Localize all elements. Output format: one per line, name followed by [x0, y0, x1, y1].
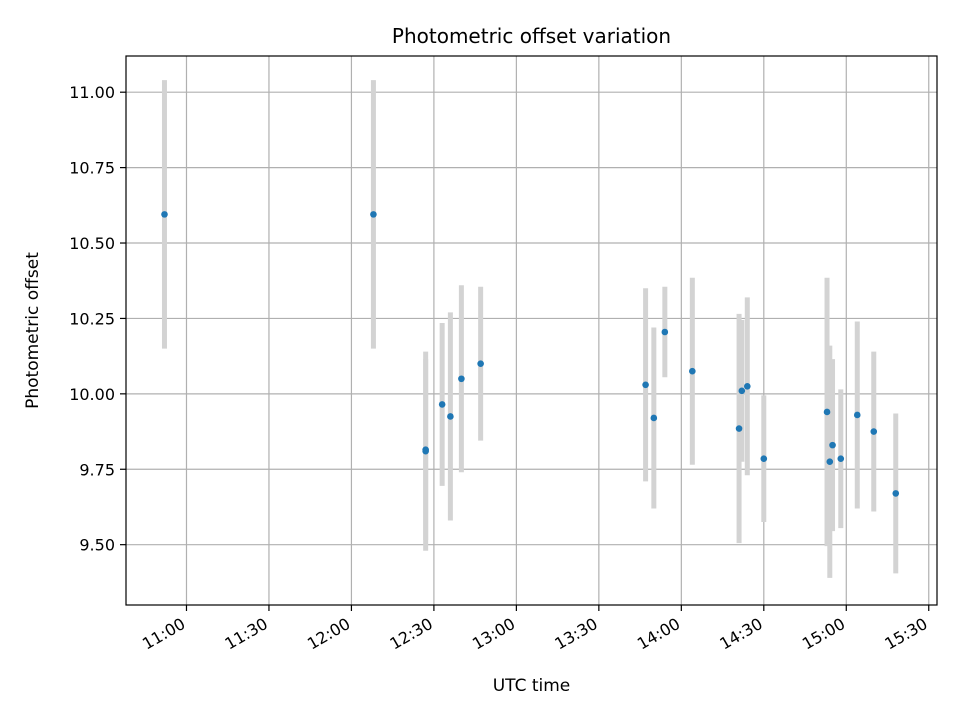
data-point	[477, 360, 484, 367]
data-point	[458, 375, 465, 383]
chart-title: Photometric offset variation	[392, 24, 671, 48]
data-point	[760, 455, 768, 463]
y-axis-title: Photometric offset	[23, 252, 43, 409]
y-tick-label: 10.00	[69, 385, 115, 404]
data-point	[447, 413, 454, 420]
data-point	[689, 367, 696, 375]
data-point	[422, 447, 429, 455]
data-point	[892, 490, 900, 497]
x-axis-title: UTC time	[493, 676, 571, 696]
data-point	[735, 425, 743, 432]
y-tick-label: 10.75	[69, 159, 115, 178]
data-point	[829, 441, 836, 449]
grid-layer	[126, 56, 937, 605]
y-tick-label: 10.50	[69, 234, 115, 253]
data-point	[826, 458, 834, 466]
data-point	[438, 401, 446, 408]
point-layer	[161, 211, 900, 497]
y-tick-label: 11.00	[69, 83, 115, 102]
data-point	[853, 411, 861, 419]
data-point	[823, 408, 831, 416]
plot-frame	[125, 55, 938, 606]
y-tick-label: 10.25	[69, 309, 115, 328]
data-point	[650, 414, 658, 422]
data-point	[738, 387, 746, 395]
data-point	[870, 428, 878, 435]
data-point	[837, 455, 845, 463]
data-point	[161, 211, 168, 218]
data-point	[370, 211, 377, 218]
data-point	[744, 383, 751, 390]
data-point	[642, 381, 649, 389]
y-tick-label: 9.50	[79, 536, 115, 555]
data-point	[661, 328, 669, 336]
y-tick-label: 9.75	[79, 460, 115, 479]
